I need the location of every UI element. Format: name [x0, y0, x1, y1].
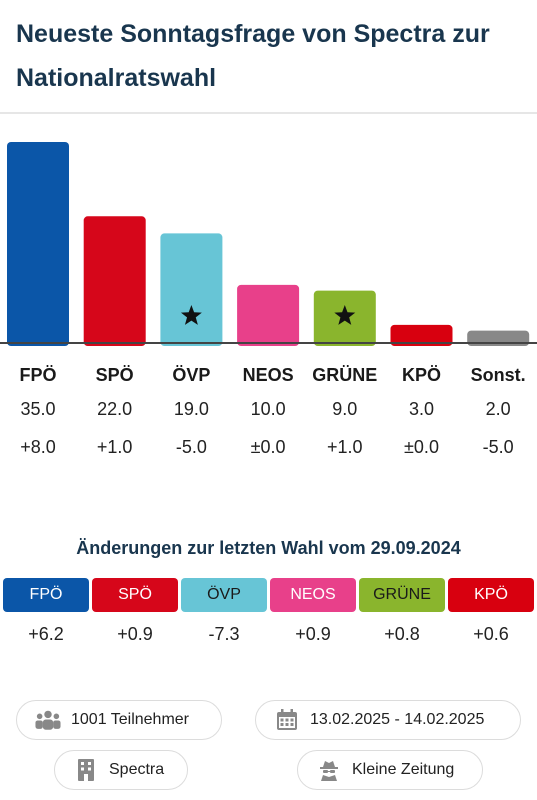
- party-diff: -5.0: [482, 437, 514, 457]
- chart-title: Neueste Sonntagsfrage von Spectra zur Na…: [16, 20, 490, 92]
- star-icon: [334, 305, 356, 325]
- changes-heading: Änderungen zur letzten Wahl vom 29.09.20…: [76, 538, 461, 558]
- divider: [0, 112, 537, 114]
- party-column: NEOS 10.0 ±0.0: [233, 360, 303, 466]
- party-value: 3.0: [408, 399, 435, 419]
- party-column: ÖVP 19.0 -5.0: [156, 360, 226, 466]
- bar-övp: [160, 233, 223, 346]
- change-diff: +0.9: [295, 624, 331, 644]
- change-diff: +6.2: [28, 624, 64, 644]
- institute-pill: Spectra: [54, 750, 188, 790]
- party-value: 19.0: [173, 399, 209, 419]
- party-diff: ±0.0: [404, 437, 439, 457]
- bar-spö: [83, 216, 146, 346]
- party-name: NEOS: [242, 365, 294, 385]
- party-value: 2.0: [485, 399, 511, 419]
- bar-neos: [237, 284, 300, 346]
- party-name: SPÖ: [95, 365, 134, 385]
- client-text: Kleine Zeitung: [352, 761, 455, 778]
- party-column: GRÜNE 9.0 +1.0: [310, 360, 380, 466]
- party-name: GRÜNE: [312, 365, 378, 385]
- change-chip: NEOS: [270, 578, 356, 612]
- party-value: 9.0: [332, 399, 358, 419]
- participants-pill: 1001 Teilnehmer: [16, 700, 222, 740]
- party-column: Sonst. 2.0 -5.0: [463, 360, 533, 466]
- party-column: KPÖ 3.0 ±0.0: [387, 360, 457, 466]
- party-diff: ±0.0: [250, 437, 286, 457]
- institute-text: Spectra: [109, 761, 165, 778]
- party-name: KPÖ: [401, 365, 441, 385]
- party-value: 35.0: [20, 399, 56, 419]
- party-name: FPÖ: [19, 365, 57, 385]
- party-diff: +8.0: [20, 437, 56, 457]
- change-diff: +0.6: [473, 624, 509, 644]
- change-chip: GRÜNE: [359, 578, 445, 612]
- change-diff: +0.9: [117, 624, 153, 644]
- party-column: SPÖ 22.0 +1.0: [80, 360, 150, 466]
- party-name: ÖVP: [172, 365, 211, 385]
- spy-icon: [316, 757, 342, 783]
- party-value: 22.0: [97, 399, 133, 419]
- bar-fpö: [7, 142, 69, 346]
- change-chip: ÖVP: [181, 578, 267, 612]
- building-icon: [73, 757, 99, 783]
- x-axis-line: [0, 342, 537, 344]
- change-diff: -7.3: [208, 624, 240, 644]
- period-text: 13.02.2025 - 14.02.2025: [310, 711, 485, 728]
- people-icon: [35, 707, 61, 733]
- party-value: 10.0: [250, 399, 286, 419]
- change-diff: +0.8: [384, 624, 420, 644]
- bar-kpö: [390, 324, 453, 346]
- change-chip: KPÖ: [448, 578, 534, 612]
- client-pill: Kleine Zeitung: [297, 750, 483, 790]
- calendar-icon: [274, 707, 300, 733]
- period-pill: 13.02.2025 - 14.02.2025: [255, 700, 521, 740]
- party-diff: -5.0: [175, 437, 207, 457]
- bar-chart: [0, 142, 537, 346]
- star-icon: [180, 305, 202, 325]
- change-chip: FPÖ: [3, 578, 89, 612]
- party-column: FPÖ 35.0 +8.0: [3, 360, 73, 466]
- party-diff: +1.0: [327, 437, 363, 457]
- party-name: Sonst.: [470, 365, 526, 385]
- party-diff: +1.0: [96, 437, 133, 457]
- change-chip: SPÖ: [92, 578, 178, 612]
- participants-text: 1001 Teilnehmer: [71, 711, 190, 728]
